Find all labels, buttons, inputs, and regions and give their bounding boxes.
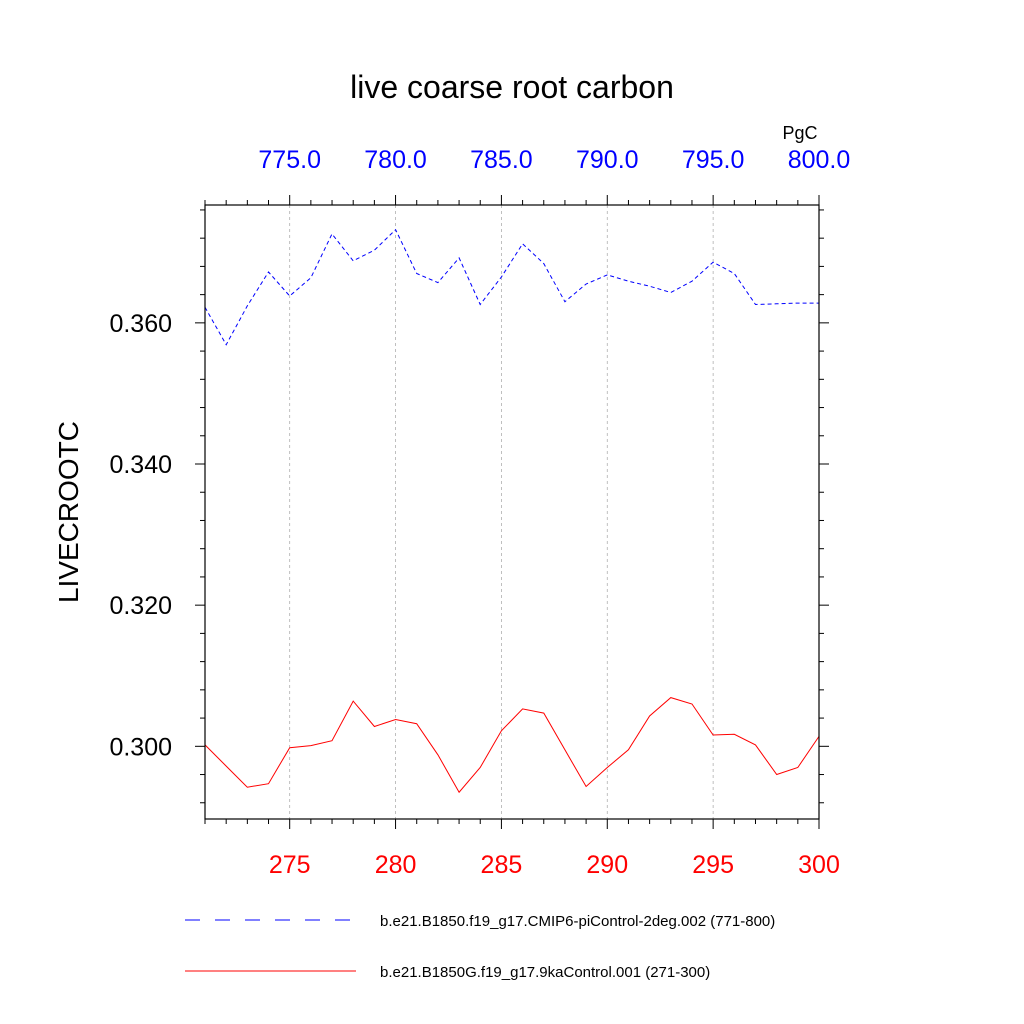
x-top-tick-label: 795.0 (682, 146, 745, 174)
series-layer (204, 228, 820, 794)
tick-labels: 0.300 0.320 0.340 0.360 275 280 285 290 295 300 77… (109, 146, 850, 879)
x-top-tick-label: 800.0 (788, 146, 851, 174)
axis-ticks (195, 195, 829, 829)
x-top-tick-label: 790.0 (576, 146, 639, 174)
x-bottom-tick-label: 275 (269, 851, 311, 879)
y-tick-label: 0.320 (109, 592, 172, 620)
x-bottom-tick-label: 290 (586, 851, 628, 879)
y-tick-label: 0.360 (109, 310, 172, 338)
x-bottom-tick-label: 300 (798, 851, 840, 879)
y-axis-label: LIVECROOTC (53, 421, 84, 603)
x-bottom-tick-label: 295 (692, 851, 734, 879)
y-tick-label: 0.340 (109, 451, 172, 479)
units-label: PgC (782, 123, 817, 143)
x-bottom-tick-label: 280 (375, 851, 417, 879)
x-bottom-tick-label: 285 (481, 851, 523, 879)
legend-label-1: b.e21.B1850.f19_g17.CMIP6-piControl-2deg… (380, 913, 775, 930)
series-line-1 (204, 228, 819, 346)
grid (289, 205, 714, 819)
x-top-tick-label: 785.0 (470, 146, 533, 174)
legend: b.e21.B1850.f19_g17.CMIP6-piControl-2deg… (185, 913, 775, 981)
plot-frame (204, 204, 820, 820)
legend-label-2: b.e21.B1850G.f19_g17.9kaControl.001 (271… (380, 964, 710, 981)
series-line-2 (204, 697, 820, 794)
x-top-tick-label: 775.0 (258, 146, 321, 174)
x-top-tick-label: 780.0 (364, 146, 427, 174)
chart-title: live coarse root carbon (350, 69, 674, 105)
y-tick-label: 0.300 (109, 733, 172, 761)
